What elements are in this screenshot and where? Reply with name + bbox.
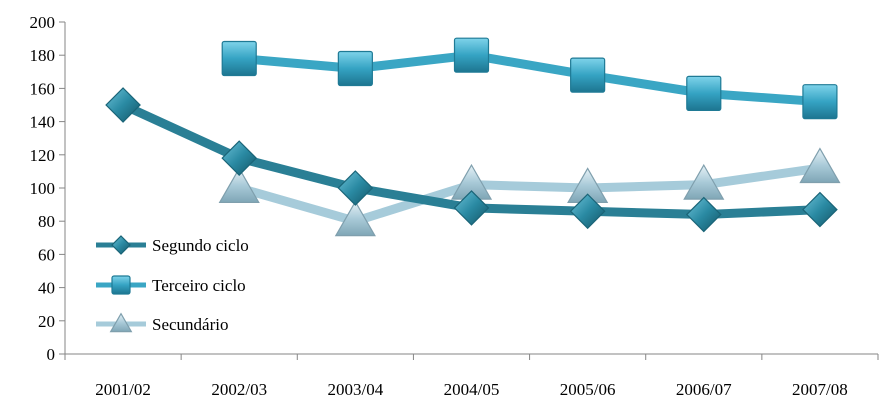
- series-square: [221, 37, 838, 120]
- x-tick-label: 2004/05: [444, 380, 500, 399]
- legend-label: Segundo ciclo: [152, 236, 249, 255]
- legend-label: Terceiro ciclo: [152, 276, 246, 295]
- y-tick-label: 160: [30, 79, 56, 98]
- y-tick-label: 120: [30, 146, 56, 165]
- axes: 0 20 40 60 80 100 120 140 160 180 200 2001/02 2002/0…: [30, 13, 879, 399]
- y-tick-label: 20: [38, 312, 55, 331]
- data-point: [218, 167, 260, 204]
- series-line: [234, 163, 825, 226]
- series-diamond: [105, 87, 838, 233]
- y-tick-label: 60: [38, 245, 55, 264]
- x-tick-label: 2006/07: [676, 380, 732, 399]
- y-tick-label: 140: [30, 113, 56, 132]
- x-tick-label: 2002/03: [211, 380, 267, 399]
- data-point: [221, 140, 258, 176]
- data-point: [570, 57, 606, 93]
- data-point: [105, 87, 141, 123]
- data-point: [453, 37, 490, 73]
- data-point: [453, 190, 490, 226]
- y-tick-label: 180: [30, 46, 56, 65]
- x-tick-label: 2003/04: [327, 380, 383, 399]
- data-point: [569, 193, 606, 230]
- legend-label: Secundário: [152, 315, 228, 334]
- data-point: [685, 196, 722, 233]
- series-layer: [105, 37, 841, 237]
- y-tick-label: 80: [38, 212, 55, 231]
- legend-item: Secundário: [96, 312, 228, 334]
- data-point: [802, 84, 838, 120]
- legend-item: Terceiro ciclo: [96, 275, 246, 295]
- y-tick-label: 100: [30, 179, 56, 198]
- data-point: [686, 75, 722, 111]
- x-tick-label: 2007/08: [792, 380, 848, 399]
- y-tick-label: 200: [30, 13, 56, 32]
- legend-marker: [111, 275, 131, 295]
- y-tick-label: 40: [38, 279, 55, 298]
- data-point: [802, 191, 838, 228]
- series-line: [234, 50, 825, 107]
- data-point: [799, 147, 841, 184]
- data-point: [221, 40, 257, 77]
- legend: Segundo ciclo Terceiro ciclo Secundário: [96, 235, 249, 334]
- legend-item: Segundo ciclo: [96, 235, 249, 255]
- series-triangle: [218, 147, 841, 237]
- y-tick-label: 0: [47, 345, 56, 364]
- data-point: [334, 200, 376, 237]
- legend-marker: [111, 235, 131, 255]
- data-point: [337, 170, 374, 206]
- legend-marker: [109, 312, 133, 333]
- x-tick-label: 2001/02: [95, 380, 151, 399]
- x-tick-label: 2005/06: [560, 380, 616, 399]
- data-point: [337, 50, 373, 87]
